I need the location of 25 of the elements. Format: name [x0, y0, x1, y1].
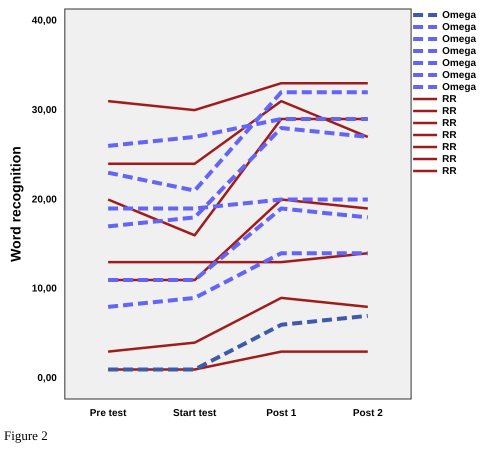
x-tick-label: Start test: [173, 408, 218, 419]
legend-label: Omega: [442, 34, 476, 45]
legend-label: Omega: [442, 22, 476, 33]
legend-label: Omega: [442, 58, 476, 69]
caption: Figure 2: [4, 428, 48, 444]
legend-label: Omega: [442, 46, 476, 57]
y-axis-title: Word recognition: [7, 146, 24, 262]
legend-label: Omega: [442, 70, 476, 81]
y-tick-label: 30,00: [32, 104, 58, 116]
y-tick-label: 10,00: [32, 284, 58, 295]
legend-label: RR: [442, 118, 458, 129]
x-tick-label: Post 2: [352, 408, 384, 419]
legend-label: RR: [442, 94, 458, 105]
x-tick-label: Pre test: [90, 408, 128, 419]
y-tick-label: 20,00: [32, 194, 58, 206]
legend-label: RR: [442, 106, 458, 117]
legend-label: Omega: [442, 10, 476, 21]
legend-label: RR: [442, 154, 458, 165]
legend-label: RR: [442, 142, 458, 153]
y-tick-label: 40,00: [32, 15, 58, 26]
x-tick-label: Post 1: [266, 408, 297, 419]
y-tick-label: 0,00: [37, 373, 58, 384]
legend-label: Omega: [442, 82, 476, 93]
legend-label: RR: [442, 166, 458, 177]
legend-label: RR: [442, 130, 458, 141]
